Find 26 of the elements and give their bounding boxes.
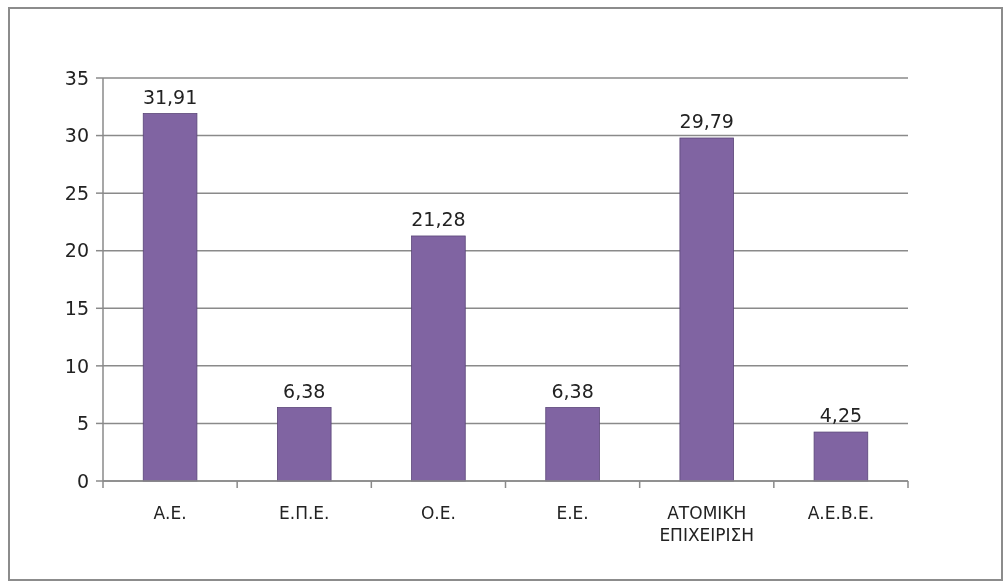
x-tick-label: Α.Ε.Β.Ε.: [807, 503, 875, 523]
bar: [545, 407, 600, 482]
data-label: 4,25: [819, 404, 863, 427]
y-tick-label: 5: [76, 412, 89, 435]
data-label: 6,38: [551, 379, 594, 402]
x-tick-label: Ο.Ε.: [420, 503, 456, 523]
y-tick-label: 15: [64, 296, 89, 319]
data-label: 6,38: [283, 379, 326, 402]
x-tick-label: ΑΤΟΜΙΚΗ ΕΠΙΧΕΙΡΙΣΗ: [659, 503, 755, 546]
bar: [142, 113, 198, 482]
y-tick-label: 0: [76, 469, 89, 492]
bar: [813, 431, 869, 482]
bar: [277, 407, 332, 482]
x-tick-label: Α.Ε.: [153, 503, 187, 523]
y-tick-label: 10: [64, 354, 89, 377]
y-tick-label: 35: [64, 66, 89, 89]
y-tick-label: 25: [64, 181, 89, 204]
y-tick-label: 30: [64, 124, 89, 147]
data-label: 31,91: [142, 85, 198, 108]
bar: [679, 137, 734, 482]
data-label: 29,79: [679, 109, 734, 132]
y-tick-label: 20: [64, 239, 89, 262]
data-label: 21,28: [411, 207, 466, 230]
x-tick-label: Ε.Ε.: [556, 503, 589, 523]
bar: [411, 235, 466, 482]
x-tick-label: Ε.Π.Ε.: [279, 503, 330, 523]
